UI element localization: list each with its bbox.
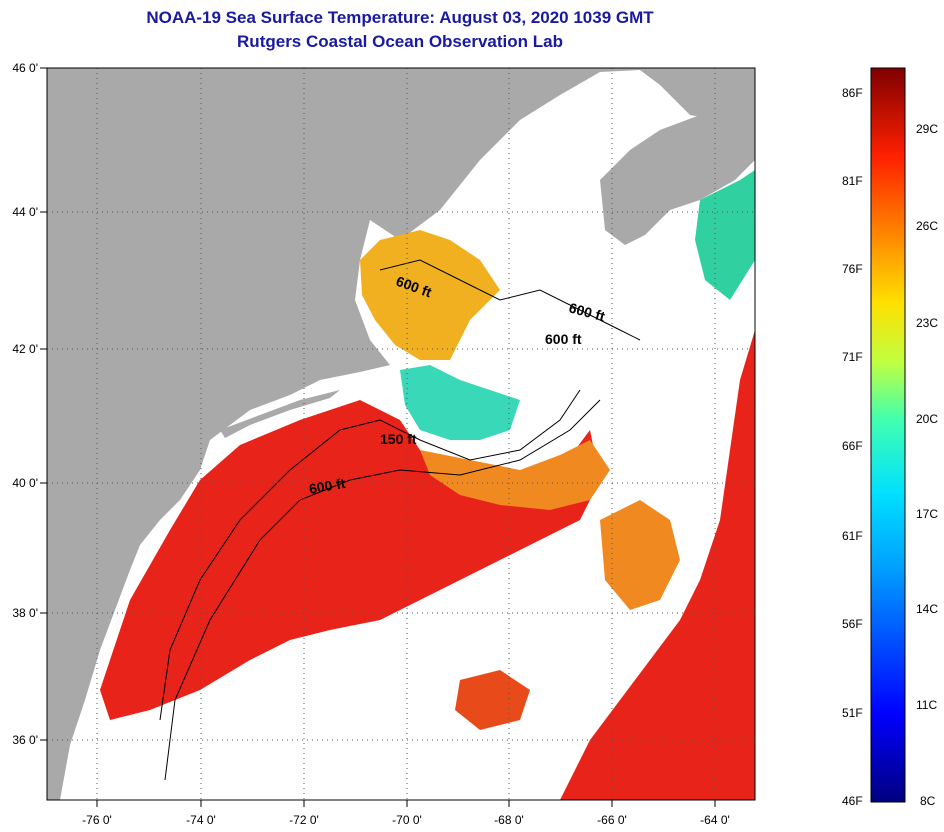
contour-600-gulf <box>379 259 641 341</box>
colorbar-f-label: 61F <box>842 529 863 543</box>
colorbar-c-label: 20C <box>916 412 939 426</box>
lat-label: 36 0' <box>12 733 38 747</box>
lon-label: -64 0' <box>700 813 730 827</box>
lat-label: 40 0' <box>12 476 38 490</box>
contour-label: 150 ft <box>380 431 417 447</box>
lon-label: -70 0' <box>392 813 422 827</box>
colorbar-f-label: 76F <box>842 262 863 276</box>
sst-warm-shelf <box>100 400 600 720</box>
colorbar-c-label: 17C <box>916 507 939 521</box>
colorbar-c-label: 8C <box>920 794 936 808</box>
colorbar-f-label: 51F <box>842 706 863 720</box>
colorbar-f-label: 81F <box>842 174 863 188</box>
sst-gulf-of-maine <box>360 230 500 360</box>
lon-label: -76 0' <box>82 813 112 827</box>
land-nova-scotia <box>600 112 755 245</box>
sst-georges-bank <box>400 365 520 440</box>
lon-label: -66 0' <box>597 813 627 827</box>
sst-patch-nova <box>695 170 755 300</box>
colorbar-f-label: 46F <box>842 794 863 808</box>
lon-label: -68 0' <box>494 813 524 827</box>
contour-150 <box>159 389 581 721</box>
contour-label: 600 ft <box>308 475 347 497</box>
lat-label: 42 0' <box>12 342 38 356</box>
colorbar-c-label: 26C <box>916 219 939 233</box>
lat-label: 38 0' <box>12 606 38 620</box>
graticule <box>47 68 755 800</box>
colorbar-f-label: 66F <box>842 439 863 453</box>
lon-label: -72 0' <box>289 813 319 827</box>
colorbar-c-label: 11C <box>916 698 938 712</box>
colorbar-c-label: 23C <box>916 316 939 330</box>
sst-gulf-stream <box>560 330 755 800</box>
lat-label: 44 0' <box>12 205 38 219</box>
lon-ticks <box>96 800 716 807</box>
colorbar-c-label: 29C <box>916 122 939 136</box>
lat-label: 46 0' <box>12 61 38 75</box>
sst-patch-south <box>455 670 530 730</box>
sst-slope-water <box>420 440 610 510</box>
contour-600-shelf <box>164 399 601 781</box>
colorbar-f-label: 71F <box>842 350 863 364</box>
map-title: NOAA-19 Sea Surface Temperature: August … <box>146 8 654 27</box>
colorbar-f-label: 86F <box>842 86 863 100</box>
sst-patch-east <box>600 500 680 610</box>
lon-label: -74 0' <box>186 813 216 827</box>
map-subtitle: Rutgers Coastal Ocean Observation Lab <box>237 32 563 51</box>
land-long-island <box>220 390 340 438</box>
contour-label: 600 ft <box>545 331 582 347</box>
colorbar-c-label: 14C <box>916 602 939 616</box>
land-mainland <box>47 68 755 800</box>
colorbar <box>870 67 906 803</box>
colorbar-f-label: 56F <box>842 617 863 631</box>
lat-ticks <box>40 67 47 741</box>
